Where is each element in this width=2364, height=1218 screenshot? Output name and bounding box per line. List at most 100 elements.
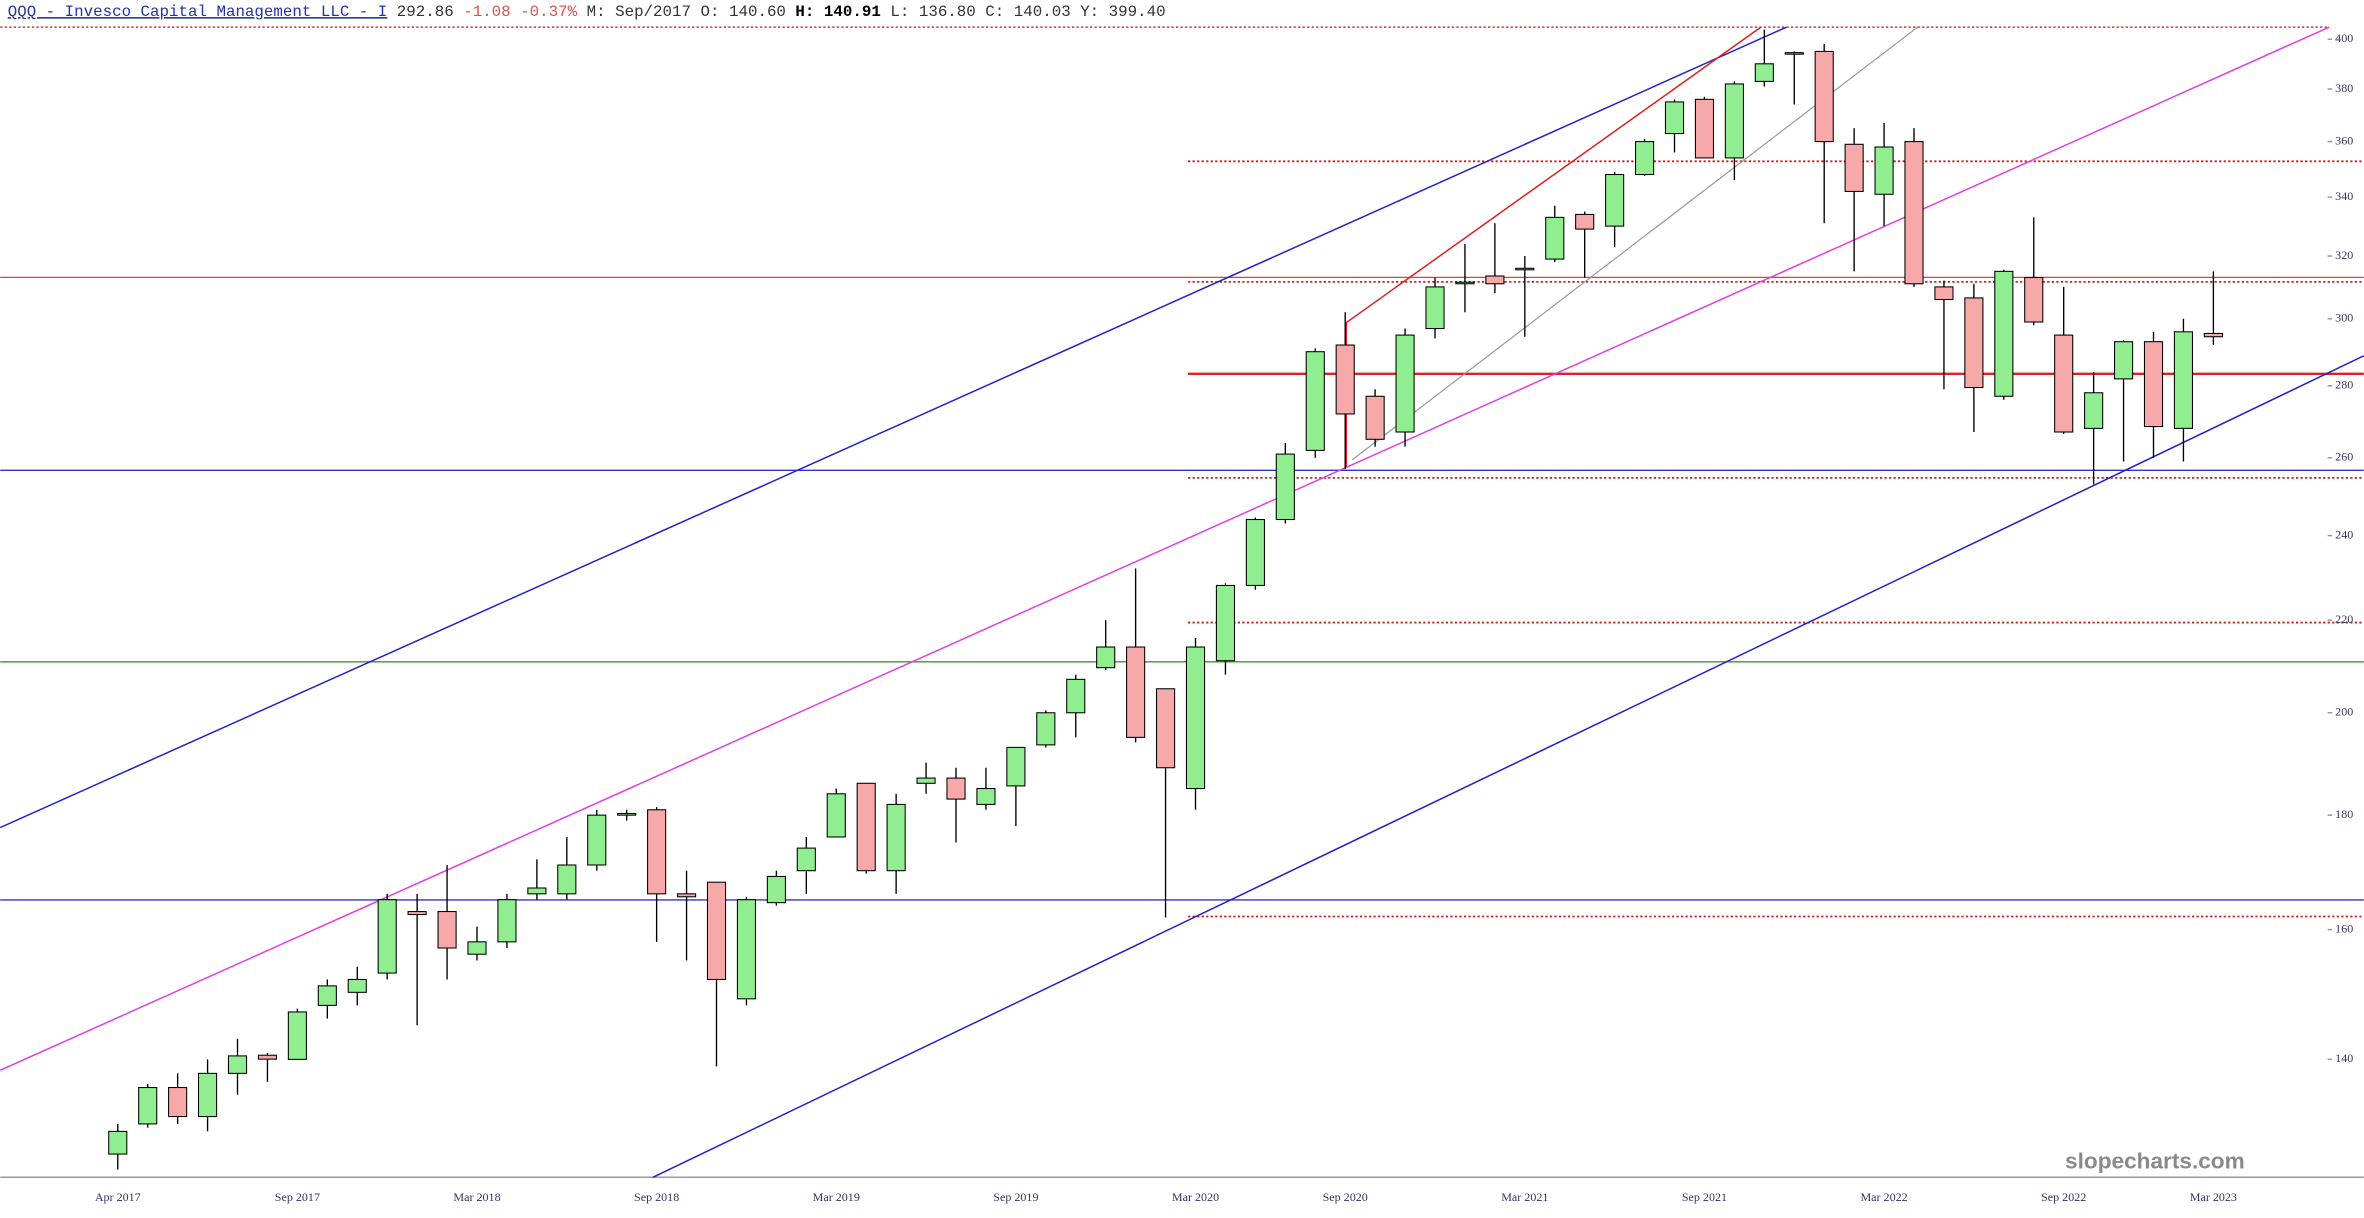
trendline xyxy=(652,355,2364,1178)
trendline xyxy=(0,26,2330,1071)
x-tick-label: Sep 2020 xyxy=(1323,1190,1368,1204)
candle-body xyxy=(916,777,936,784)
candle-body xyxy=(1006,746,1026,787)
trendline xyxy=(1345,26,1762,468)
candle-body xyxy=(407,911,427,916)
low-label: L: xyxy=(890,3,909,21)
candle-body xyxy=(1515,267,1535,271)
candle-body xyxy=(1754,63,1774,82)
change-pct: -0.37% xyxy=(520,3,577,21)
candle-body xyxy=(1814,50,1834,143)
candle-body xyxy=(1964,297,1984,389)
candle-body xyxy=(557,864,577,895)
candle-body xyxy=(467,941,487,955)
x-tick-label: Apr 2017 xyxy=(95,1190,141,1204)
y-tick-label: 260 xyxy=(2335,450,2353,464)
open-label: O: xyxy=(701,3,720,21)
candle-body xyxy=(766,875,786,904)
y-tick-label: 280 xyxy=(2335,378,2353,392)
candle-body xyxy=(377,899,397,974)
candle-body xyxy=(1844,143,1864,192)
candle-body xyxy=(108,1130,128,1155)
candle-body xyxy=(1335,344,1355,415)
y-tick-label: 340 xyxy=(2335,189,2353,203)
x-tick-label: Mar 2020 xyxy=(1172,1190,1219,1204)
candle-body xyxy=(527,887,547,895)
candle-body xyxy=(826,793,846,838)
candle-body xyxy=(1215,584,1236,662)
candle-body xyxy=(1605,174,1625,227)
candle-body xyxy=(1365,395,1385,440)
candle-body xyxy=(647,809,667,895)
y-tick-label: 220 xyxy=(2335,612,2353,626)
candle-body xyxy=(1425,286,1445,330)
candles xyxy=(108,29,2223,1170)
y-tick-label: 180 xyxy=(2335,807,2353,821)
candle-body xyxy=(317,985,337,1006)
candle-body xyxy=(856,782,876,872)
candle-body xyxy=(2143,341,2164,428)
candle-body xyxy=(1305,351,1325,451)
candle-body xyxy=(796,847,816,872)
candle-body xyxy=(1994,270,2014,397)
candle-body xyxy=(2113,341,2134,380)
symbol-link[interactable]: QQQ - Invesco Capital Management LLC - I xyxy=(8,3,388,21)
y-tick-label: 240 xyxy=(2335,527,2353,541)
last-price: 292.86 xyxy=(397,3,454,21)
period: Sep/2017 xyxy=(615,3,691,21)
watermark: slopecharts.com xyxy=(2065,1148,2245,1173)
x-tick-label: Mar 2019 xyxy=(813,1190,860,1204)
candle-body xyxy=(257,1054,278,1060)
low: 136.80 xyxy=(919,3,976,21)
high: 140.91 xyxy=(824,3,881,21)
y-tick-label: 360 xyxy=(2335,133,2353,147)
change: -1.08 xyxy=(463,3,510,21)
candle-body xyxy=(1634,141,1655,176)
candle-body xyxy=(227,1055,248,1074)
x-tick-label: Mar 2021 xyxy=(1501,1190,1548,1204)
candle-body xyxy=(1664,101,1685,135)
candle-body xyxy=(736,899,757,1000)
x-tick-label: Mar 2018 xyxy=(453,1190,500,1204)
y-tick-label: 200 xyxy=(2335,705,2353,719)
close: 140.03 xyxy=(1014,3,1071,21)
candle-body xyxy=(1784,52,1804,55)
candle-body xyxy=(1545,216,1565,260)
y-tick-label: 300 xyxy=(2335,311,2353,325)
candle-body xyxy=(437,911,457,949)
candle-body xyxy=(2054,334,2074,433)
candle-body xyxy=(197,1072,218,1118)
period-label: M: xyxy=(587,3,606,21)
candle-body xyxy=(1455,281,1475,285)
candle-body xyxy=(1245,519,1265,586)
candle-body xyxy=(497,899,517,943)
trendline xyxy=(0,26,1787,829)
y-label: Y: xyxy=(1080,3,1099,21)
candle-body xyxy=(1036,712,1056,746)
candle-body xyxy=(976,788,996,805)
candle-body xyxy=(168,1087,188,1118)
candle-body xyxy=(1126,646,1146,738)
candle-body xyxy=(946,777,966,800)
open: 140.60 xyxy=(729,3,786,21)
candle-body xyxy=(1934,286,1954,301)
candle-body xyxy=(1275,453,1295,521)
candle-body xyxy=(706,881,727,980)
close-label: C: xyxy=(985,3,1004,21)
candle-body xyxy=(617,813,637,816)
candle-body xyxy=(1096,646,1116,669)
y-tick-label: 320 xyxy=(2335,248,2353,262)
x-tick-label: Sep 2017 xyxy=(275,1190,320,1204)
x-tick-label: Mar 2023 xyxy=(2190,1190,2237,1204)
candle-body xyxy=(2173,331,2194,429)
y-tick-label: 380 xyxy=(2335,81,2353,95)
high-label: H: xyxy=(795,3,814,21)
y-tick-label: 140 xyxy=(2335,1051,2353,1065)
candle-body xyxy=(1066,678,1086,714)
candle-body xyxy=(1904,141,1924,285)
x-tick-label: Sep 2021 xyxy=(1682,1190,1727,1204)
y-value: 399.40 xyxy=(1109,3,1166,21)
candle-body xyxy=(1155,688,1176,769)
